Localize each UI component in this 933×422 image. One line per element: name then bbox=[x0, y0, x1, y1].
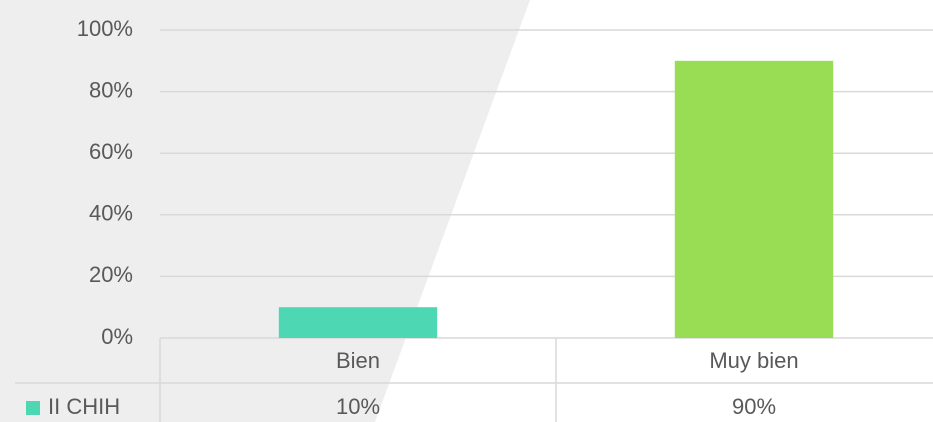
table-value: 90% bbox=[732, 394, 776, 419]
x-tick-label: Muy bien bbox=[709, 348, 798, 373]
legend-key bbox=[26, 401, 40, 415]
table-value: 10% bbox=[336, 394, 380, 419]
legend-label: II CHIH bbox=[48, 394, 120, 419]
y-tick-label: 0% bbox=[101, 324, 133, 349]
y-tick-label: 40% bbox=[89, 201, 133, 226]
background-shape bbox=[0, 0, 530, 422]
bar bbox=[674, 60, 834, 339]
y-tick-label: 20% bbox=[89, 262, 133, 287]
y-tick-label: 80% bbox=[89, 77, 133, 102]
x-tick-label: Bien bbox=[336, 348, 380, 373]
bar bbox=[278, 307, 438, 338]
y-tick-label: 60% bbox=[89, 139, 133, 164]
y-tick-label: 100% bbox=[77, 16, 133, 41]
